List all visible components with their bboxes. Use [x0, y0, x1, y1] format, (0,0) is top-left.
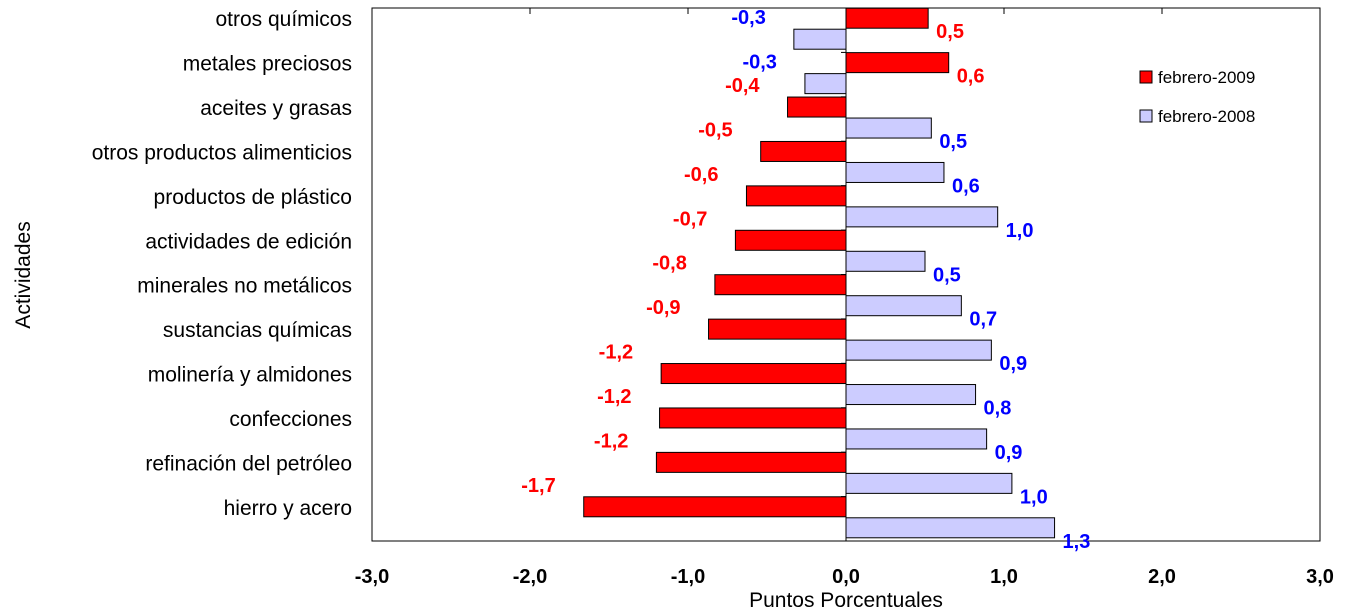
x-tick-label: 1,0	[990, 566, 1018, 588]
data-label: -0,5	[698, 119, 732, 141]
bar-febrero-2009-8	[660, 363, 847, 385]
legend-swatch-1	[1139, 109, 1153, 123]
bar-febrero-2008-6	[845, 295, 962, 317]
category-label: otros químicos	[215, 8, 352, 31]
bar-febrero-2008-9	[845, 428, 988, 450]
category-label: productos de plástico	[154, 186, 352, 209]
data-label: -0,8	[652, 253, 686, 275]
y-axis-title: Actividades	[12, 221, 35, 328]
bar-febrero-2009-11	[583, 496, 847, 518]
bar-febrero-2009-3	[760, 140, 847, 162]
bar-febrero-2008-3	[845, 161, 945, 183]
bar-febrero-2008-8	[845, 384, 977, 406]
bar-febrero-2008-10	[845, 472, 1013, 494]
x-tick-label: -1,0	[671, 566, 705, 588]
bar-febrero-2008-1	[804, 73, 847, 95]
bar-febrero-2008-2	[845, 117, 932, 139]
category-label: metales preciosos	[183, 53, 352, 76]
data-label: -1,2	[599, 342, 633, 364]
legend-swatch-0	[1139, 70, 1153, 84]
bar-febrero-2008-11	[845, 517, 1056, 539]
bar-febrero-2009-1	[845, 52, 950, 74]
bar-febrero-2008-5	[845, 250, 926, 272]
data-label: -1,2	[594, 430, 628, 452]
bar-febrero-2009-2	[787, 96, 847, 118]
data-label: 0,9	[999, 353, 1027, 375]
bar-febrero-2008-7	[845, 339, 992, 361]
data-label: 0,5	[933, 264, 961, 286]
category-label: sustancias químicas	[163, 319, 352, 342]
legend-label-1: febrero-2008	[1158, 107, 1255, 126]
bar-febrero-2009-7	[708, 318, 847, 340]
data-label: -0,4	[725, 75, 760, 97]
data-label: 0,5	[939, 131, 967, 153]
x-tick-label: 2,0	[1148, 566, 1176, 588]
x-tick-label: -3,0	[355, 566, 389, 588]
data-label: 0,5	[936, 21, 964, 43]
data-label: 0,9	[995, 442, 1023, 464]
bar-febrero-2009-0	[845, 7, 929, 29]
bar-febrero-2008-4	[845, 206, 999, 228]
bar-febrero-2008-0	[793, 28, 847, 50]
bar-febrero-2009-9	[659, 407, 847, 429]
x-tick-label: -2,0	[513, 566, 547, 588]
data-label: -0,7	[673, 208, 707, 230]
x-tick-label: 3,0	[1306, 566, 1334, 588]
data-label: 1,3	[1063, 531, 1091, 553]
data-label: 1,0	[1020, 486, 1048, 508]
plot-area: -3,0 -2,0 -1,0 0,0 1,0 2,0 3,0 otros químicos 0,…	[92, 7, 1334, 588]
data-label: 0,8	[984, 398, 1012, 420]
category-label: confecciones	[229, 408, 352, 431]
data-label: -1,2	[597, 386, 631, 408]
data-label: 1,0	[1006, 220, 1034, 242]
legend-label-0: febrero-2009	[1158, 68, 1255, 87]
category-label: aceites y grasas	[200, 97, 352, 120]
x-axis-title: Puntos Porcentuales	[749, 589, 943, 612]
x-tick-label: 0,0	[832, 566, 860, 588]
category-label: molinería y almidones	[148, 364, 352, 387]
legend: febrero-2009 febrero-2008	[1139, 68, 1255, 126]
data-label: 0,6	[957, 66, 985, 88]
category-label: otros productos alimenticios	[92, 141, 352, 164]
category-label: hierro y acero	[224, 497, 352, 520]
category-label: minerales no metálicos	[137, 275, 352, 298]
bar-febrero-2009-5	[734, 229, 847, 251]
data-label: -1,7	[521, 475, 555, 497]
category-label: actividades de edición	[145, 230, 352, 253]
bar-febrero-2009-4	[745, 185, 847, 207]
data-label: -0,3	[742, 52, 776, 74]
category-label: refinación del petróleo	[145, 452, 352, 475]
bar-febrero-2009-10	[655, 451, 847, 473]
data-label: 0,6	[952, 175, 980, 197]
data-label: -0,6	[684, 164, 718, 186]
data-label: 0,7	[969, 309, 997, 331]
data-label: -0,9	[646, 297, 680, 319]
bar-febrero-2009-6	[714, 274, 847, 296]
data-label: -0,3	[731, 7, 765, 29]
